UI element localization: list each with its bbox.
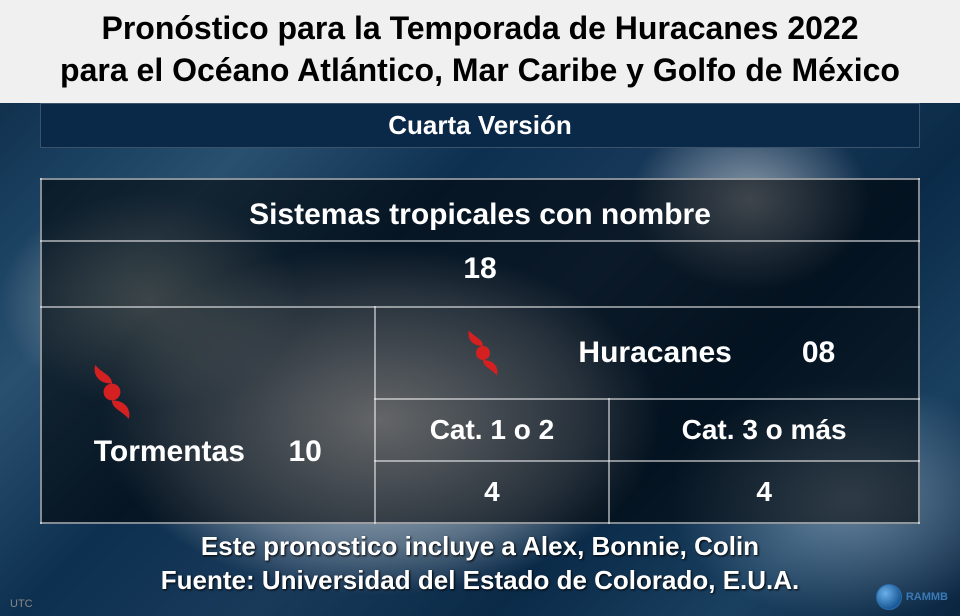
title-line-2: para el Océano Atlántico, Mar Caribe y G… [20,50,940,92]
named-systems-label: Sistemas tropicales con nombre [41,179,919,241]
cat-high-label: Cat. 3 o más [609,399,919,461]
cyclone-icon [458,328,508,378]
hurricanes-header-cell: Huracanes 08 [375,307,919,399]
footer-line-2: Fuente: Universidad del Estado de Colora… [40,564,920,598]
cat-low-count: 4 [375,461,610,523]
cyclone-icon [82,362,142,422]
title-block: Pronóstico para la Temporada de Huracane… [0,0,960,103]
rammb-logo: RAMMB [876,584,948,610]
forecast-table: Sistemas tropicales con nombre 18 Tormen… [40,178,920,524]
storms-cell: Tormentas 10 [41,307,375,523]
storms-label: Tormentas [94,435,245,469]
footer-line-1: Este pronostico incluye a Alex, Bonnie, … [40,530,920,564]
rammb-text: RAMMB [906,591,948,603]
utc-label: UTC [10,598,33,610]
forecast-infographic: Pronóstico para la Temporada de Huracane… [0,0,960,616]
storms-count: 10 [288,435,321,469]
cat-low-label: Cat. 1 o 2 [375,399,610,461]
title-line-1: Pronóstico para la Temporada de Huracane… [20,8,940,50]
globe-icon [876,584,902,610]
hurricanes-label: Huracanes [578,336,731,370]
version-bar: Cuarta Versión [40,103,920,148]
cat-high-count: 4 [609,461,919,523]
hurricanes-count: 08 [802,336,835,370]
forecast-table-wrap: Sistemas tropicales con nombre 18 Tormen… [40,178,920,598]
named-systems-count: 18 [41,241,919,307]
footer-note: Este pronostico incluye a Alex, Bonnie, … [40,530,920,598]
